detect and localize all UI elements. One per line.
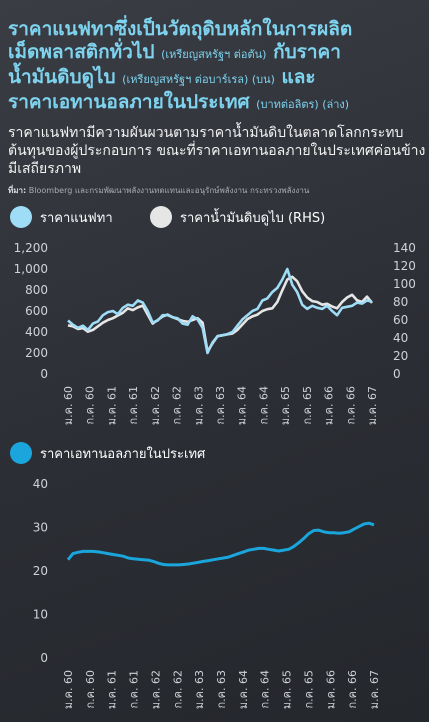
x-tick-label: ก.ค. 61 — [128, 670, 141, 709]
x-tick-label: ม.ค. 67 — [368, 670, 381, 709]
title-line-2-unit: (เหรียญสหรัฐฯ ต่อตัน) — [161, 48, 267, 61]
legend-ethanol-swatch — [10, 442, 32, 464]
y-left-tick-label: 1,000 — [14, 262, 48, 276]
x-tick-label: ก.ค. 66 — [344, 386, 357, 425]
y-right-tick-label: 60 — [393, 313, 408, 327]
x-tick-label: ก.ค. 62 — [171, 670, 184, 709]
y-right-tick-label: 40 — [393, 331, 408, 345]
x-tick-label: ม.ค. 66 — [323, 386, 336, 425]
x-tick-label: ก.ค. 64 — [257, 386, 270, 425]
x-tick-label: ก.ค. 63 — [214, 386, 227, 425]
x-tick-label: ก.ค. 63 — [215, 670, 228, 709]
x-tick-label: ม.ค. 66 — [324, 670, 337, 709]
x-tick-label: ม.ค. 61 — [106, 670, 119, 709]
x-tick-label: ม.ค. 63 — [193, 670, 206, 709]
x-tick-label: ก.ค. 61 — [127, 386, 140, 425]
y-tick-label: 40 — [33, 477, 48, 491]
legend-dubai-swatch — [150, 206, 172, 228]
y-tick-label: 20 — [33, 564, 48, 578]
y-left-tick-label: 0 — [40, 367, 48, 381]
naphtha-dubai-chart: 0 200 400 600 800 1,000 1,200 0 20 40 60 80 100 120 14… — [14, 241, 416, 425]
x-tick-label: ก.ค. 64 — [259, 670, 272, 709]
y-right-tick-label: 120 — [393, 259, 416, 273]
title-line-3: น้ำมันดิบดูไบ (เหรียญสหรัฐฯ ต่อบาร์เรล) … — [8, 66, 426, 91]
x-tick-label: ก.ค. 60 — [84, 670, 97, 709]
y-tick-label: 30 — [33, 521, 48, 535]
title-line-1: ราคาแนฟทาซึ่งเป็นวัตถุดิบหลักในการผลิต — [8, 18, 353, 40]
x-tick-label: ม.ค. 64 — [236, 386, 249, 425]
y-left-tick-label: 800 — [25, 283, 48, 297]
y-right-tick-label: 0 — [393, 367, 401, 381]
chart-source: ที่มา: Bloomberg และกรมพัฒนาพลังงานทดแทน… — [8, 184, 426, 197]
x-tick-label: ม.ค. 63 — [192, 386, 205, 425]
y-left-tick-label: 200 — [25, 346, 48, 360]
source-label: ที่มา: — [8, 186, 27, 195]
source-text: Bloomberg และกรมพัฒนาพลังงานทดแทนและอนุร… — [28, 186, 310, 195]
x-tick-label: ม.ค. 65 — [279, 386, 292, 425]
title-line-4-main: ราคาเอทานอลภายในประเทศ — [8, 91, 250, 113]
x-tick-label: ม.ค. 60 — [62, 386, 75, 425]
legend-dubai-label: ราคาน้ำมันดิบดูไบ (RHS) — [180, 210, 326, 226]
chart-title: ราคาแนฟทาซึ่งเป็นวัตถุดิบหลักในการผลิต เ… — [8, 18, 426, 116]
title-line-2: เม็ดพลาสติกทั่วไป (เหรียญสหรัฐฯ ต่อตัน) … — [8, 41, 426, 66]
x-tick-label: ก.ค. 62 — [171, 386, 184, 425]
title-line-3-unit: (เหรียญสหรัฐฯ ต่อบาร์เรล) (บน) — [122, 73, 275, 86]
title-line-2-main: เม็ดพลาสติกทั่วไป — [8, 41, 155, 63]
series-line-ethanol — [66, 521, 375, 567]
x-tick-label: ก.ค. 65 — [302, 670, 315, 709]
legend-naphtha-swatch — [10, 206, 32, 228]
x-tick-label: ม.ค. 62 — [149, 386, 162, 425]
x-tick-label: ม.ค. 60 — [62, 670, 75, 709]
legend-naphtha-label: ราคาแนฟทา — [40, 210, 113, 226]
y-right-tick-label: 100 — [393, 277, 416, 291]
title-line-3-main: น้ำมันดิบดูไบ — [8, 66, 116, 88]
x-tick-label: ม.ค. 64 — [237, 670, 250, 709]
x-tick-label: ม.ค. 62 — [149, 670, 162, 709]
title-line-4: ราคาเอทานอลภายในประเทศ (บาทต่อลิตร) (ล่า… — [8, 91, 426, 116]
x-tick-label: ก.ค. 60 — [84, 386, 97, 425]
x-tick-label: ก.ค. 66 — [346, 670, 359, 709]
y-tick-label: 10 — [33, 608, 48, 622]
legend-ethanol: ราคาเอทานอลภายในประเทศ — [10, 442, 205, 464]
x-tick-label: ม.ค. 67 — [366, 386, 379, 425]
y-right-tick-label: 20 — [393, 349, 408, 363]
chart-description: ราคาแนฟทามีความผันผวนตามราคาน้ำมันดิบในต… — [8, 125, 426, 177]
x-tick-label: ม.ค. 61 — [105, 386, 118, 425]
title-line-3-tail: และ — [281, 66, 316, 88]
legend-dubai: ราคาน้ำมันดิบดูไบ (RHS) — [150, 206, 325, 228]
legend-naphtha: ราคาแนฟทา — [10, 206, 113, 228]
y-right-tick-label: 140 — [393, 241, 416, 255]
title-line-2-tail: กับราคา — [273, 41, 341, 63]
y-left-tick-label: 400 — [25, 325, 48, 339]
y-right-tick-label: 80 — [393, 295, 408, 309]
ethanol-chart: 0 10 20 30 40 ม.ค. 60 ก.ค. 60 ม.ค. 61 ก.ค. 61 ม.ค… — [33, 477, 381, 709]
y-tick-label: 0 — [40, 651, 48, 665]
title-line-4-unit: (บาทต่อลิตร) (ล่าง) — [256, 98, 350, 111]
series-line-naphtha — [67, 267, 373, 355]
series-line-dubai — [67, 275, 374, 353]
x-tick-label: ก.ค. 65 — [301, 386, 314, 425]
legend-ethanol-label: ราคาเอทานอลภายในประเทศ — [40, 446, 206, 462]
y-left-tick-label: 1,200 — [14, 241, 48, 255]
x-tick-label: ม.ค. 65 — [281, 670, 294, 709]
y-left-tick-label: 600 — [25, 304, 48, 318]
